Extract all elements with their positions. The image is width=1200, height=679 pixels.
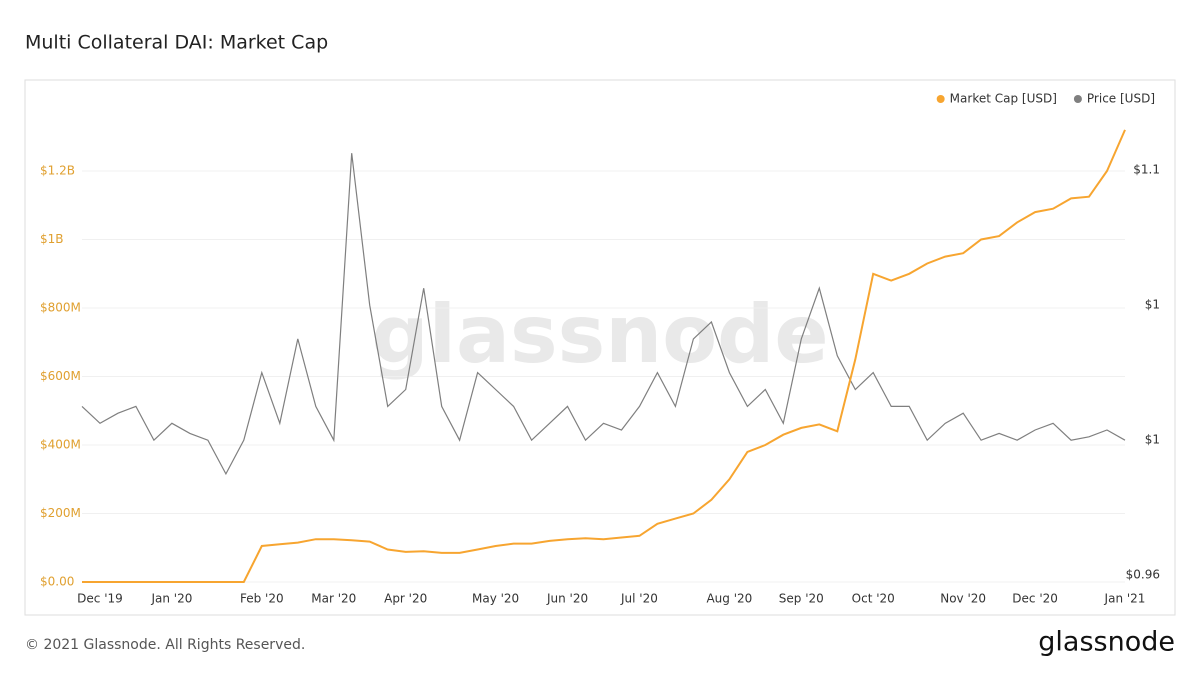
x-tick-label: Jan '20 bbox=[150, 592, 192, 606]
y-tick-label: $1.2B bbox=[40, 164, 75, 178]
x-tick-label: Jul '20 bbox=[620, 592, 658, 606]
y-tick-label: $1B bbox=[40, 232, 64, 246]
x-tick-label: Nov '20 bbox=[940, 592, 986, 606]
x-tick-label: Jan '21 bbox=[1104, 592, 1146, 606]
x-tick-label: Dec '19 bbox=[77, 592, 123, 606]
x-tick-label: Oct '20 bbox=[852, 592, 895, 606]
y-tick-label: $800M bbox=[40, 301, 81, 315]
series-line bbox=[82, 129, 1126, 583]
watermark: glassnode bbox=[371, 288, 828, 381]
y2-tick-label: $1.1 bbox=[1133, 163, 1160, 177]
legend-swatch bbox=[936, 95, 945, 103]
x-tick-label: Feb '20 bbox=[240, 592, 284, 606]
x-tick-label: Apr '20 bbox=[384, 592, 427, 606]
y-tick-label: $200M bbox=[40, 506, 81, 520]
y-tick-label: $400M bbox=[40, 438, 81, 452]
x-tick-label: May '20 bbox=[472, 592, 519, 606]
copyright: © 2021 Glassnode. All Rights Reserved. bbox=[25, 637, 305, 653]
x-tick-label: Dec '20 bbox=[1012, 592, 1058, 606]
y2-tick-label: $0.96 bbox=[1126, 568, 1160, 582]
x-tick-label: Jun '20 bbox=[546, 592, 588, 606]
chart-frame bbox=[24, 79, 1176, 616]
y2-tick-label: $1 bbox=[1145, 298, 1160, 312]
logo: glassnode bbox=[1038, 627, 1175, 658]
x-tick-label: Aug '20 bbox=[706, 592, 752, 606]
x-tick-label: Mar '20 bbox=[311, 592, 356, 606]
y2-tick-label: $1 bbox=[1145, 433, 1160, 447]
legend-label: Price [USD] bbox=[1087, 92, 1155, 106]
legend-label: Market Cap [USD] bbox=[950, 92, 1057, 106]
legend-swatch bbox=[1073, 95, 1082, 103]
y-tick-label: $0.00 bbox=[40, 575, 74, 589]
x-tick-label: Sep '20 bbox=[779, 592, 824, 606]
y-tick-label: $600M bbox=[40, 369, 81, 383]
chart-title: Multi Collateral DAI: Market Cap bbox=[25, 32, 328, 54]
series-line bbox=[81, 153, 1126, 476]
